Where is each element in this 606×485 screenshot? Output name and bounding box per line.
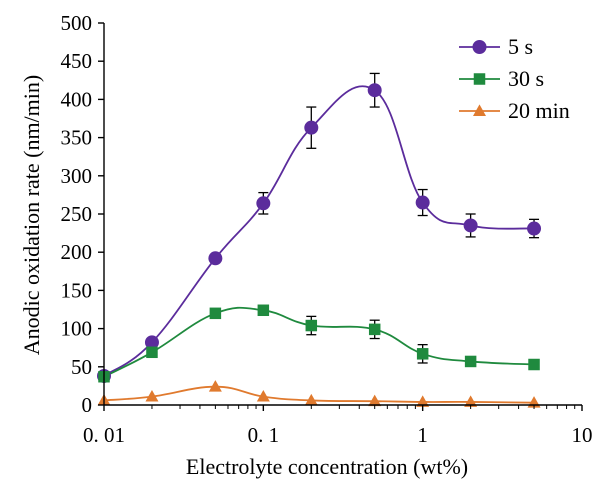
data-point-20-min: [416, 395, 430, 407]
y-tick-label: 400: [61, 87, 93, 111]
y-tick-label: 250: [61, 202, 93, 226]
data-point-30-s: [416, 348, 429, 360]
data-point-30-s: [257, 304, 270, 317]
legend-label-20-min: 20 min: [508, 98, 570, 123]
data-point-5-s: [415, 195, 430, 210]
data-point-5-s: [256, 196, 271, 211]
data-point-30-s: [528, 358, 540, 371]
data-point-20-min: [368, 394, 382, 407]
error-bars: [258, 72, 540, 364]
x-tick-label: 0. 1: [248, 423, 280, 447]
y-tick-label: 100: [61, 317, 93, 341]
y-tick-label: 350: [61, 126, 93, 150]
legend: 5 s 30 s 20 min: [459, 34, 570, 123]
data-point-20-min: [256, 389, 270, 402]
y-tick-label: 500: [61, 11, 93, 35]
data-point-20-min: [208, 380, 222, 392]
x-tick-label: 10: [572, 423, 593, 447]
data-point-5-s: [463, 218, 478, 233]
x-tick-label: 1: [417, 423, 428, 447]
y-tick-label: 450: [61, 49, 93, 73]
legend-marker-5-s: [472, 40, 487, 54]
x-tick-label: 0. 01: [83, 423, 125, 447]
y-tick-label: 0: [82, 393, 93, 417]
legend-label-30-s: 30 s: [508, 66, 544, 91]
data-point-30-s: [464, 355, 477, 368]
y-tick-label: 200: [61, 240, 93, 264]
data-point-30-s: [305, 319, 318, 332]
legend-label-5-s: 5 s: [508, 34, 533, 59]
y-tick-label: 150: [61, 278, 93, 302]
data-point-5-s: [527, 221, 542, 236]
y-tick-label: 50: [71, 355, 92, 379]
series-markers: [97, 83, 542, 408]
data-point-5-s: [304, 120, 319, 135]
data-point-30-s: [146, 346, 158, 359]
axes: 0 50 100 150 200 250 300 350 400 450 500 0. 01 0. 1 1…: [61, 11, 593, 447]
y-tick-label: 300: [61, 164, 93, 188]
data-point-20-min: [464, 395, 478, 407]
data-point-20-min: [145, 389, 159, 402]
data-point-30-s: [368, 323, 381, 336]
y-axis-title: Anodic oxidation rate (nm/min): [19, 75, 44, 355]
data-point-30-s: [209, 307, 222, 320]
legend-marker-20-min: [473, 104, 486, 116]
data-point-5-s: [208, 251, 223, 266]
data-point-20-min: [304, 393, 318, 406]
legend-marker-30-s: [473, 73, 486, 85]
data-point-5-s: [367, 83, 382, 98]
x-axis-title: Electrolyte concentration (wt%): [186, 454, 468, 479]
series-curves: [103, 85, 535, 404]
